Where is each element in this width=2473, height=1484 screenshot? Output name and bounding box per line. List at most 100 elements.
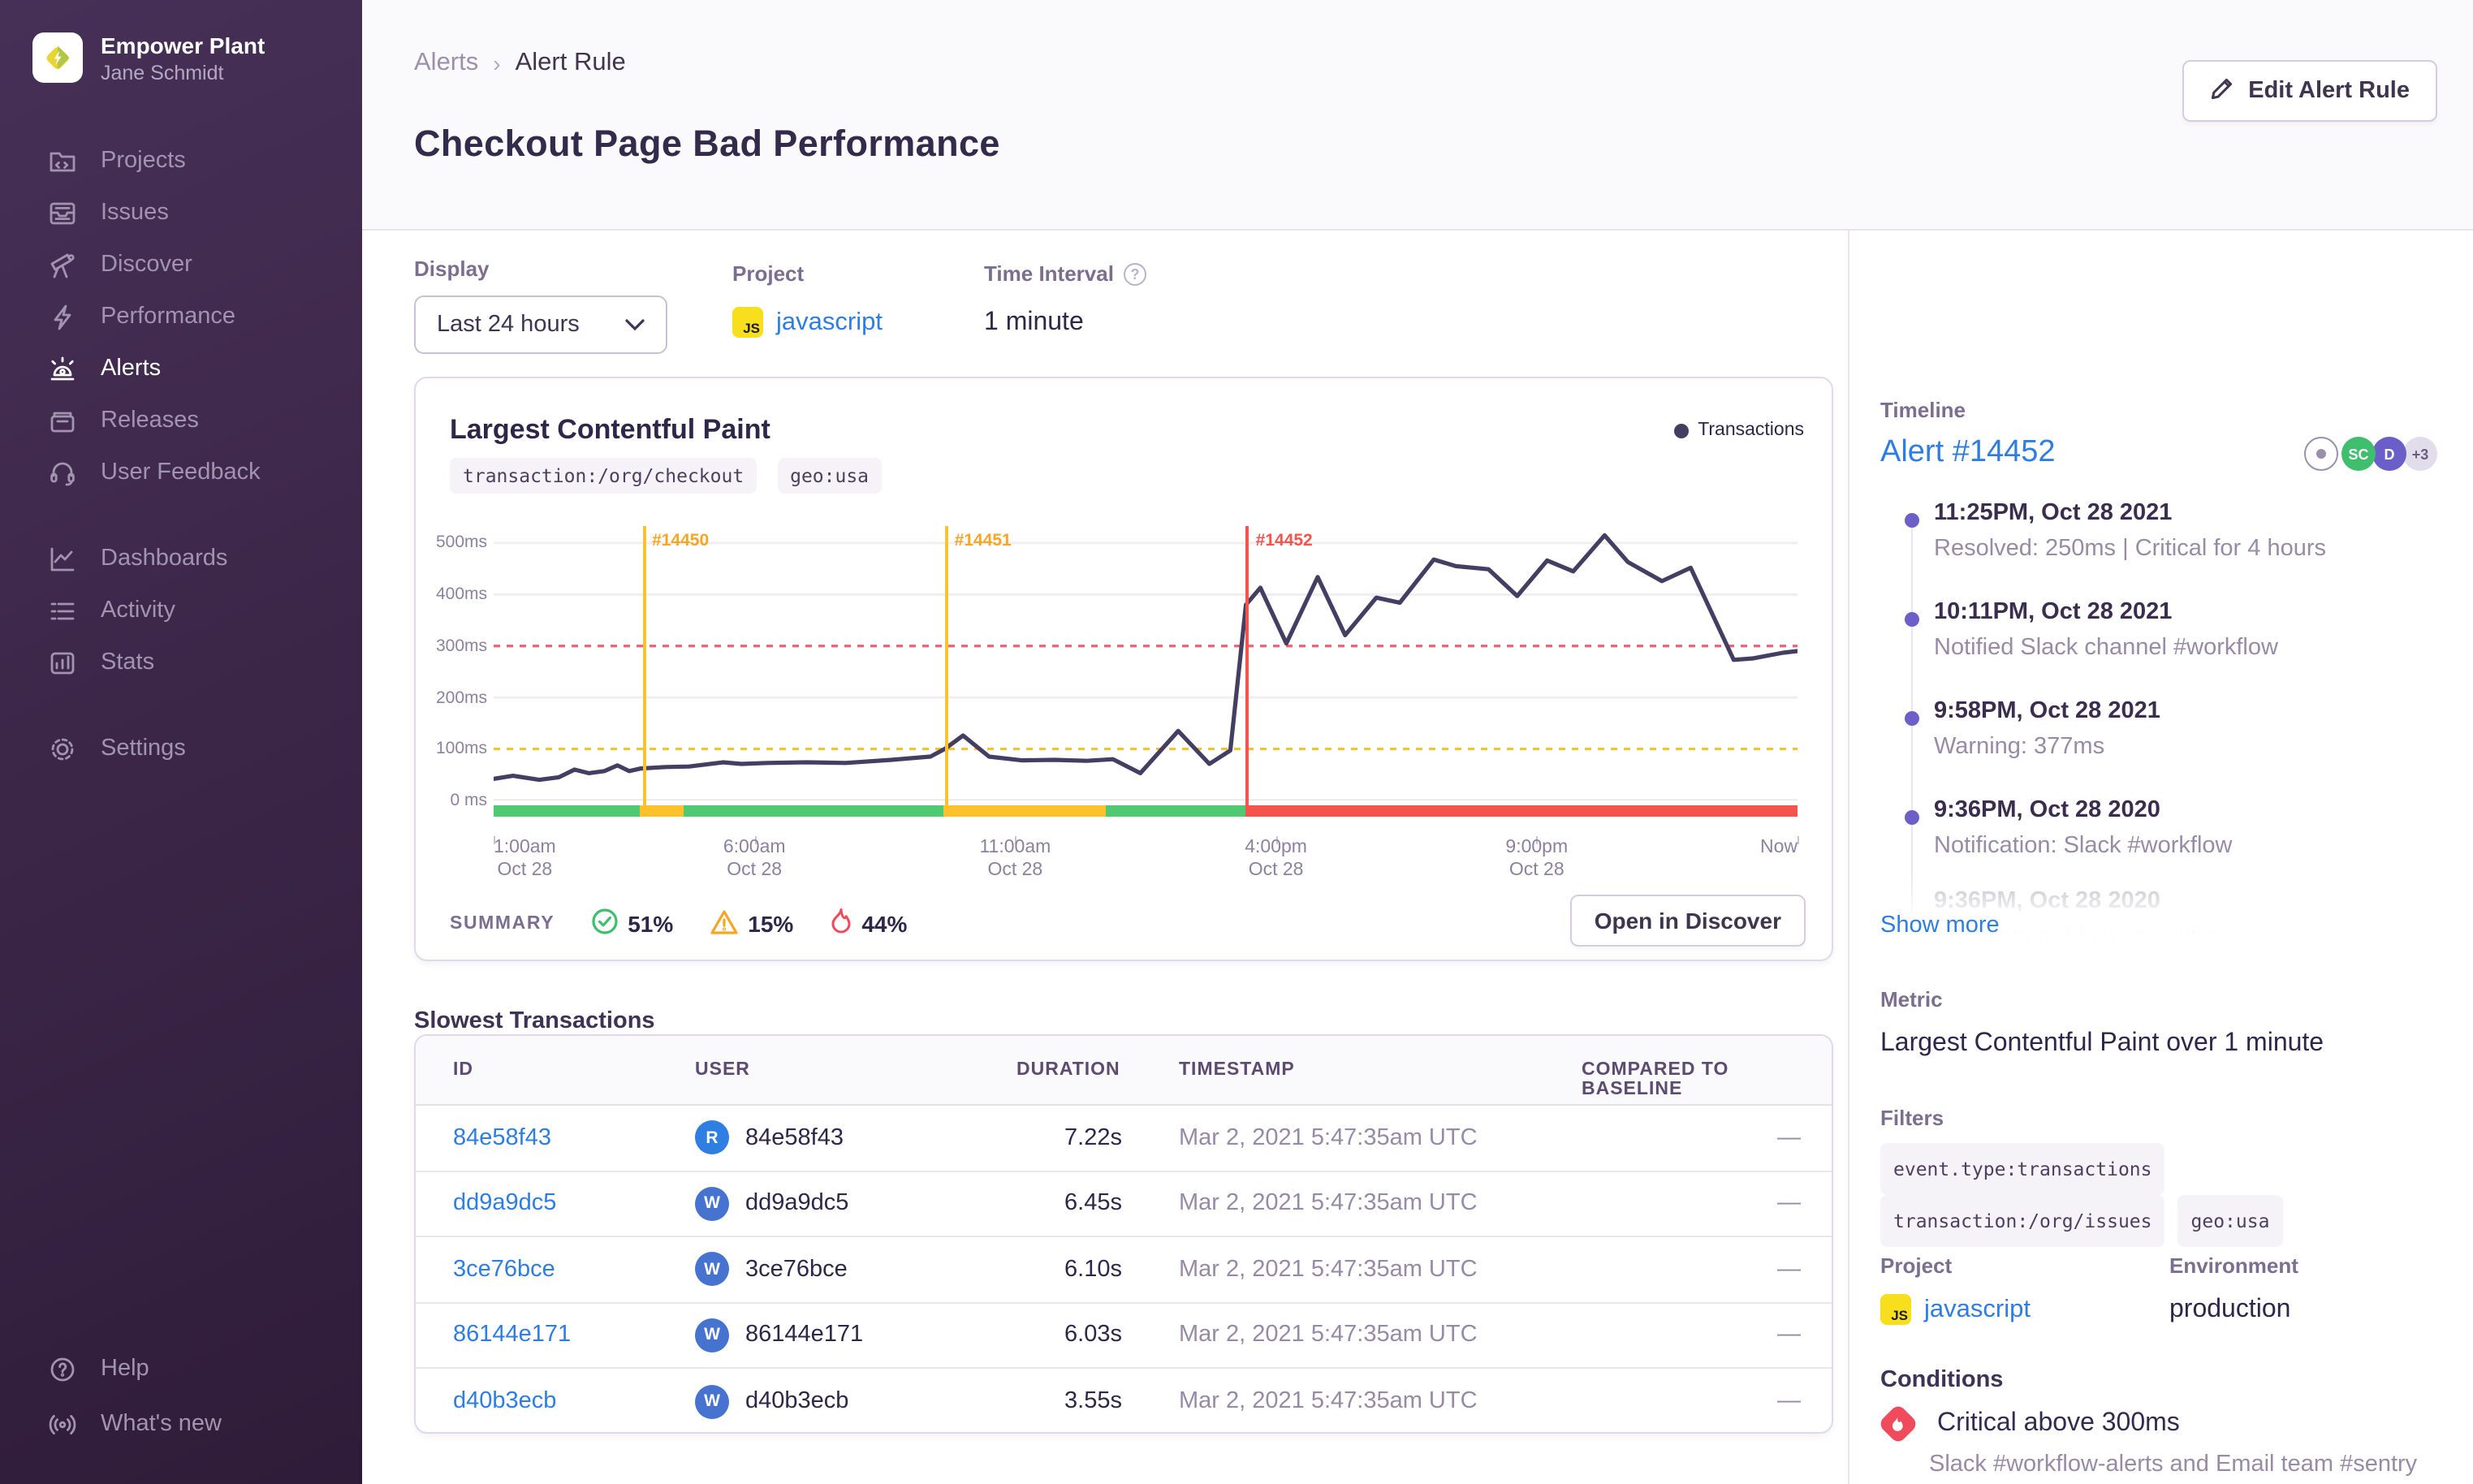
- project-link[interactable]: javascript: [776, 308, 883, 335]
- timeline-date: 10:11PM, Oct 28 2021: [1934, 599, 2173, 625]
- timestamp-cell: Mar 2, 2021 5:47:35am UTC: [1179, 1124, 1478, 1151]
- project-label: Project: [732, 261, 805, 286]
- user-name: dd9a9dc5: [745, 1190, 849, 1217]
- show-more-link[interactable]: Show more: [1880, 912, 2000, 938]
- y-tick-label: 300ms: [435, 636, 487, 656]
- org-switcher[interactable]: Empower Plant Jane Schmidt: [32, 32, 265, 86]
- duration-cell: 6.45s: [1064, 1190, 1122, 1217]
- open-in-discover-button[interactable]: Open in Discover: [1569, 895, 1806, 947]
- sidebar-item-discover[interactable]: Discover: [0, 242, 362, 287]
- avatar: W: [695, 1252, 729, 1287]
- sidebar-item-settings[interactable]: Settings: [0, 726, 362, 771]
- user-feedback-icon: [47, 457, 78, 488]
- x-tick-label: 1:00am Oct 28: [494, 838, 556, 880]
- sidebar-item-performance[interactable]: Performance: [0, 294, 362, 339]
- environment-value: production: [2169, 1296, 2291, 1323]
- tag-transaction: transaction:/org/checkout: [450, 458, 757, 494]
- alert-number-link[interactable]: Alert #14452: [1880, 435, 2056, 469]
- chart-title: Largest Contentful Paint: [450, 414, 770, 445]
- timeline-date: 9:58PM, Oct 28 2021: [1934, 698, 2160, 724]
- timeline-date: 11:25PM, Oct 28 2021: [1934, 500, 2173, 526]
- javascript-platform-icon: JS: [1880, 1294, 1911, 1325]
- filters-label: Filters: [1880, 1106, 1944, 1130]
- sidebar-item-stats[interactable]: Stats: [0, 640, 362, 685]
- environment-label: Environment: [2169, 1253, 2298, 1278]
- x-tick-label: 9:00pm Oct 28: [1505, 838, 1569, 880]
- x-tick: [1798, 836, 1799, 844]
- table-header-row: ID USER DURATION TIMESTAMP COMPARED TO B…: [416, 1036, 1832, 1106]
- duration-cell: 6.10s: [1064, 1256, 1122, 1283]
- chevron-down-icon: [625, 312, 645, 338]
- transaction-id-link[interactable]: 86144e171: [453, 1322, 572, 1348]
- timeline-fade-overlay: [1849, 872, 2473, 953]
- critical-flame-icon: [1877, 1403, 1919, 1445]
- chart-card: Largest Contentful Paint transaction:/or…: [414, 377, 1833, 961]
- baseline-cell: —: [1777, 1256, 1801, 1283]
- table-row[interactable]: 86144e171 W 86144e171 6.03s Mar 2, 2021 5…: [416, 1303, 1832, 1369]
- chevron-right-icon: ›: [493, 50, 501, 76]
- sidebar-item-label: Discover: [101, 252, 192, 278]
- user-name: 84e58f43: [745, 1124, 844, 1151]
- sidebar-item-label: Activity: [101, 597, 175, 623]
- x-tick-label: 11:00am Oct 28: [979, 838, 1051, 880]
- timestamp-cell: Mar 2, 2021 5:47:35am UTC: [1179, 1190, 1478, 1217]
- display-dropdown[interactable]: Last 24 hours: [414, 296, 667, 354]
- x-tick: [754, 836, 757, 844]
- sidebar-item-projects[interactable]: Projects: [0, 138, 362, 183]
- eye-icon[interactable]: [2304, 437, 2338, 471]
- transaction-id-link[interactable]: d40b3ecb: [453, 1388, 557, 1415]
- sidebar-item-dashboards[interactable]: Dashboards: [0, 536, 362, 581]
- conditions-label: Conditions: [1880, 1367, 2004, 1393]
- edit-alert-rule-button[interactable]: Edit Alert Rule: [2182, 60, 2437, 122]
- project-detail-row: JS javascript: [1880, 1294, 2031, 1325]
- transaction-id-link[interactable]: dd9a9dc5: [453, 1190, 557, 1217]
- baseline-cell: —: [1777, 1388, 1801, 1415]
- transaction-id-link[interactable]: 3ce76bce: [453, 1256, 555, 1283]
- col-id: ID: [453, 1060, 473, 1080]
- y-tick-label: 0 ms: [450, 791, 487, 810]
- incident-label: #14450: [652, 531, 710, 550]
- issues-icon: [47, 197, 78, 228]
- dashboards-icon: [47, 543, 78, 574]
- display-label: Display: [414, 257, 490, 281]
- sidebar-item-activity[interactable]: Activity: [0, 588, 362, 633]
- slowest-transactions-table: ID USER DURATION TIMESTAMP COMPARED TO B…: [414, 1034, 1833, 1434]
- x-tick: [1275, 836, 1278, 844]
- incident-line: [642, 526, 646, 817]
- sidebar: Empower Plant Jane Schmidt Projects Issu…: [0, 0, 362, 1484]
- tag-geo: geo:usa: [777, 458, 883, 494]
- breadcrumb-alerts[interactable]: Alerts: [414, 49, 479, 76]
- sidebar-item-releases[interactable]: Releases: [0, 398, 362, 443]
- condition-title: Critical above 300ms: [1937, 1409, 2180, 1437]
- sidebar-item-help[interactable]: Help: [0, 1346, 362, 1391]
- sidebar-item-alerts[interactable]: Alerts: [0, 346, 362, 391]
- timeline-avatars: SC D +3: [2304, 437, 2450, 472]
- help-icon: [47, 1353, 78, 1384]
- project-detail-link[interactable]: javascript: [1924, 1295, 2031, 1322]
- sidebar-item-label: Help: [101, 1356, 149, 1382]
- check-circle-icon: [590, 908, 618, 940]
- page-title: Checkout Page Bad Performance: [414, 123, 1000, 164]
- timeline-text: Notified Slack channel #workflow: [1934, 635, 2278, 661]
- sidebar-item-label: Issues: [101, 200, 169, 226]
- summary-critical-value: 44%: [861, 911, 908, 937]
- help-tooltip-icon[interactable]: ?: [1123, 262, 1146, 285]
- incident-label: #14451: [954, 531, 1012, 550]
- filter-pill: geo:usa: [2177, 1195, 2283, 1247]
- sidebar-item-label: Settings: [101, 736, 186, 761]
- avatar: W: [695, 1186, 729, 1221]
- timeline-dot: [1905, 810, 1919, 825]
- table-row[interactable]: 84e58f43 R 84e58f43 7.22s Mar 2, 2021 5:4…: [416, 1106, 1832, 1171]
- table-row[interactable]: 3ce76bce W 3ce76bce 6.10s Mar 2, 2021 5:4…: [416, 1237, 1832, 1303]
- sidebar-item-user-feedback[interactable]: User Feedback: [0, 450, 362, 495]
- sidebar-item-whats-new[interactable]: What's new: [0, 1401, 362, 1447]
- sidebar-item-issues[interactable]: Issues: [0, 190, 362, 235]
- x-tick: [1536, 836, 1539, 844]
- status-bar-segment-critical: [1245, 805, 1798, 817]
- x-tick-label: Now: [1759, 838, 1798, 857]
- timeline-dot: [1905, 513, 1919, 528]
- warning-triangle-icon: [709, 908, 738, 939]
- transaction-id-link[interactable]: 84e58f43: [453, 1124, 551, 1151]
